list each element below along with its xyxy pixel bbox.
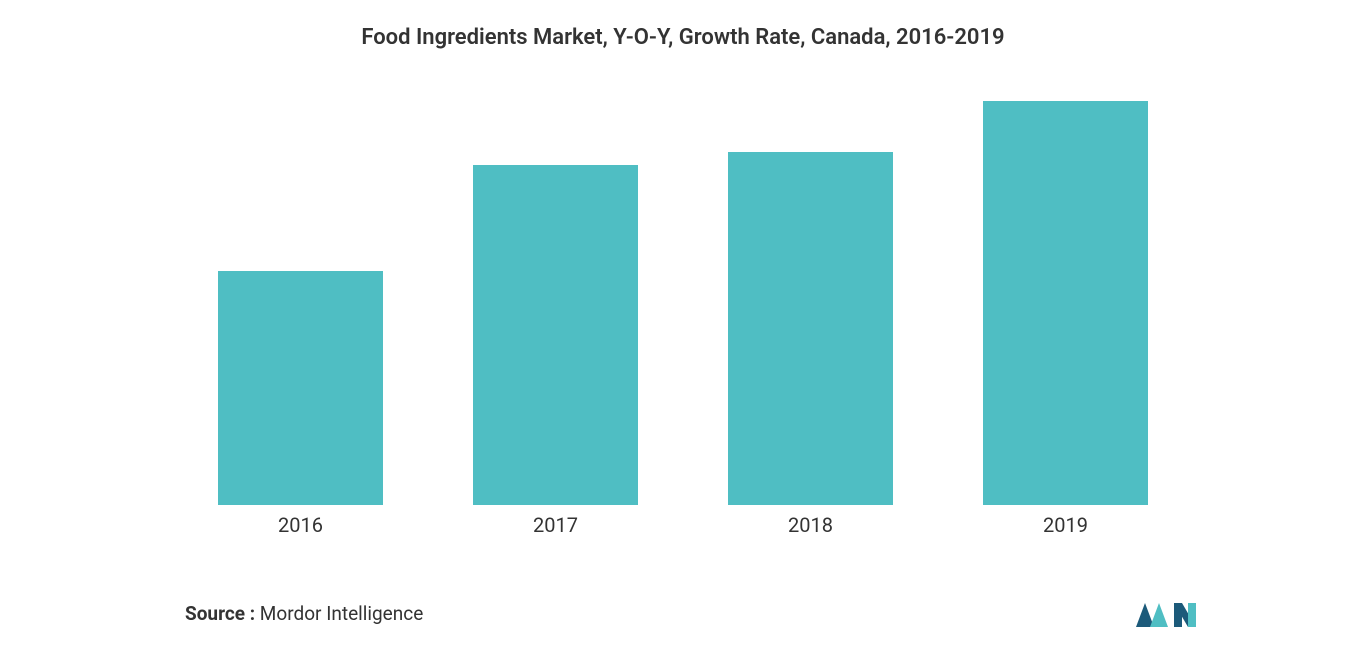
chart-title: Food Ingredients Market, Y-O-Y, Growth R… [40, 25, 1326, 50]
bar-2017 [473, 165, 638, 505]
source-text: Mordor Intelligence [255, 602, 423, 625]
x-label: 2017 [428, 513, 683, 537]
x-axis-labels: 2016 2017 2018 2019 [173, 513, 1193, 537]
baseline [173, 504, 1193, 505]
source-label: Source : [185, 602, 255, 625]
mordor-logo-icon [1136, 597, 1206, 633]
x-label: 2018 [683, 513, 938, 537]
source-attribution: Source : Mordor Intelligence [185, 602, 423, 625]
x-label: 2019 [938, 513, 1193, 537]
bar-slot [938, 80, 1193, 505]
x-label: 2016 [173, 513, 428, 537]
bar-slot [683, 80, 938, 505]
bar-2016 [218, 271, 383, 505]
chart-container: Food Ingredients Market, Y-O-Y, Growth R… [0, 0, 1366, 655]
bar-2018 [728, 152, 893, 505]
bar-2019 [983, 101, 1148, 505]
plot-area [173, 80, 1193, 505]
bars-wrapper [173, 80, 1193, 505]
bar-slot [428, 80, 683, 505]
bar-slot [173, 80, 428, 505]
